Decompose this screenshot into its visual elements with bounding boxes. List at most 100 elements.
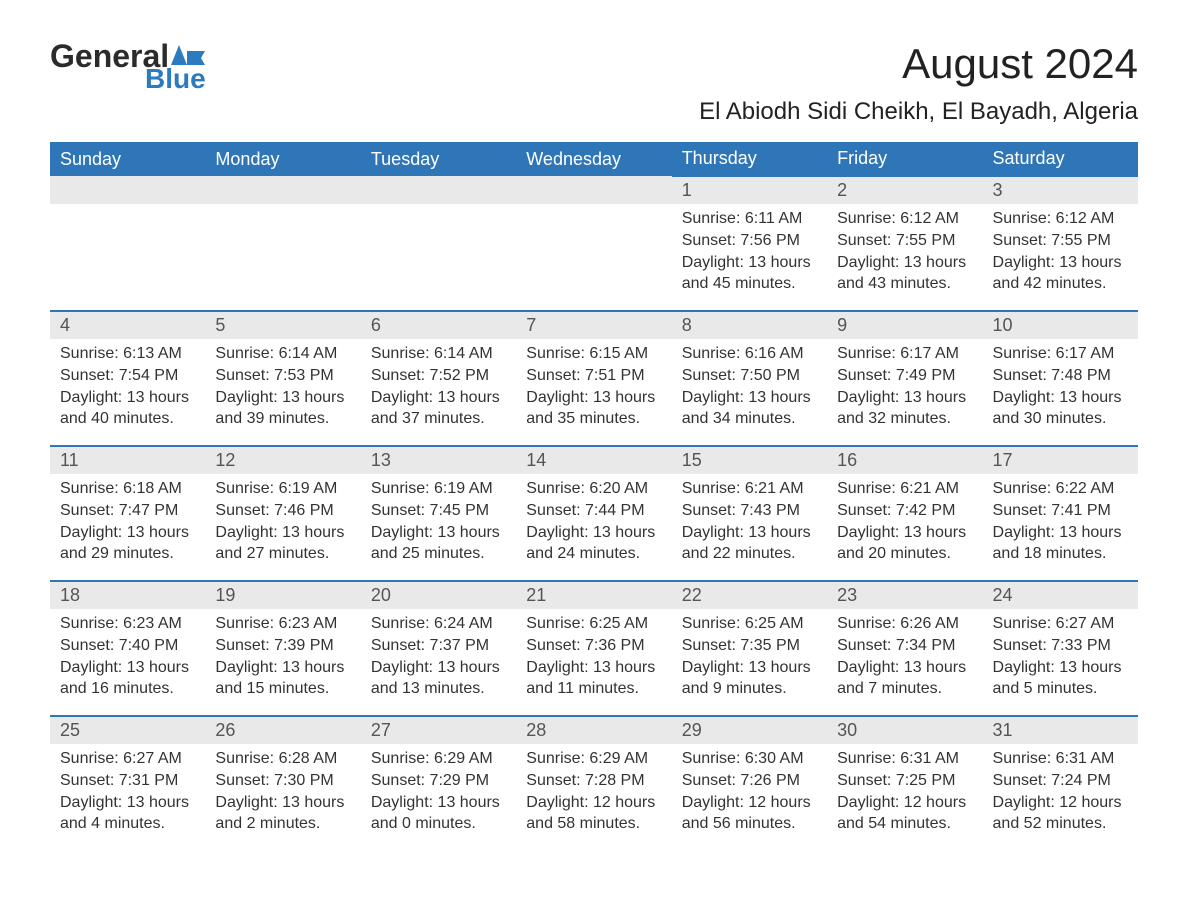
calendar-cell: 11Sunrise: 6:18 AMSunset: 7:47 PMDayligh… xyxy=(50,446,205,581)
calendar-cell xyxy=(516,176,671,311)
day-details: Sunrise: 6:29 AMSunset: 7:29 PMDaylight:… xyxy=(361,744,516,844)
day-number: 28 xyxy=(516,717,671,744)
day-number: 29 xyxy=(672,717,827,744)
weekday-header: Thursday xyxy=(672,142,827,176)
calendar-table: SundayMondayTuesdayWednesdayThursdayFrid… xyxy=(50,142,1138,851)
day-details: Sunrise: 6:30 AMSunset: 7:26 PMDaylight:… xyxy=(672,744,827,844)
day-details: Sunrise: 6:11 AMSunset: 7:56 PMDaylight:… xyxy=(672,204,827,304)
day-details: Sunrise: 6:20 AMSunset: 7:44 PMDaylight:… xyxy=(516,474,671,574)
calendar-cell: 18Sunrise: 6:23 AMSunset: 7:40 PMDayligh… xyxy=(50,581,205,716)
calendar-cell: 12Sunrise: 6:19 AMSunset: 7:46 PMDayligh… xyxy=(205,446,360,581)
day-details: Sunrise: 6:29 AMSunset: 7:28 PMDaylight:… xyxy=(516,744,671,844)
day-number: 6 xyxy=(361,312,516,339)
calendar-cell: 21Sunrise: 6:25 AMSunset: 7:36 PMDayligh… xyxy=(516,581,671,716)
weekday-header: Friday xyxy=(827,142,982,176)
calendar-cell: 10Sunrise: 6:17 AMSunset: 7:48 PMDayligh… xyxy=(983,311,1138,446)
day-details: Sunrise: 6:26 AMSunset: 7:34 PMDaylight:… xyxy=(827,609,982,709)
day-number: 3 xyxy=(983,177,1138,204)
day-details: Sunrise: 6:31 AMSunset: 7:25 PMDaylight:… xyxy=(827,744,982,844)
calendar-cell: 30Sunrise: 6:31 AMSunset: 7:25 PMDayligh… xyxy=(827,716,982,851)
calendar-cell: 19Sunrise: 6:23 AMSunset: 7:39 PMDayligh… xyxy=(205,581,360,716)
day-number: 1 xyxy=(672,177,827,204)
day-number: 7 xyxy=(516,312,671,339)
day-number: 15 xyxy=(672,447,827,474)
calendar-cell: 3Sunrise: 6:12 AMSunset: 7:55 PMDaylight… xyxy=(983,176,1138,311)
day-number: 21 xyxy=(516,582,671,609)
day-details: Sunrise: 6:23 AMSunset: 7:39 PMDaylight:… xyxy=(205,609,360,709)
day-details: Sunrise: 6:25 AMSunset: 7:36 PMDaylight:… xyxy=(516,609,671,709)
calendar-cell: 28Sunrise: 6:29 AMSunset: 7:28 PMDayligh… xyxy=(516,716,671,851)
day-number: 19 xyxy=(205,582,360,609)
day-number: 20 xyxy=(361,582,516,609)
day-details: Sunrise: 6:19 AMSunset: 7:46 PMDaylight:… xyxy=(205,474,360,574)
calendar-cell: 15Sunrise: 6:21 AMSunset: 7:43 PMDayligh… xyxy=(672,446,827,581)
day-details: Sunrise: 6:28 AMSunset: 7:30 PMDaylight:… xyxy=(205,744,360,844)
calendar-cell: 5Sunrise: 6:14 AMSunset: 7:53 PMDaylight… xyxy=(205,311,360,446)
day-details: Sunrise: 6:25 AMSunset: 7:35 PMDaylight:… xyxy=(672,609,827,709)
day-details: Sunrise: 6:27 AMSunset: 7:31 PMDaylight:… xyxy=(50,744,205,844)
calendar-cell: 14Sunrise: 6:20 AMSunset: 7:44 PMDayligh… xyxy=(516,446,671,581)
calendar-cell xyxy=(50,176,205,311)
day-details: Sunrise: 6:19 AMSunset: 7:45 PMDaylight:… xyxy=(361,474,516,574)
day-details: Sunrise: 6:16 AMSunset: 7:50 PMDaylight:… xyxy=(672,339,827,439)
day-details: Sunrise: 6:27 AMSunset: 7:33 PMDaylight:… xyxy=(983,609,1138,709)
calendar-cell: 23Sunrise: 6:26 AMSunset: 7:34 PMDayligh… xyxy=(827,581,982,716)
day-number: 24 xyxy=(983,582,1138,609)
calendar-cell: 27Sunrise: 6:29 AMSunset: 7:29 PMDayligh… xyxy=(361,716,516,851)
calendar-cell: 13Sunrise: 6:19 AMSunset: 7:45 PMDayligh… xyxy=(361,446,516,581)
calendar-cell: 9Sunrise: 6:17 AMSunset: 7:49 PMDaylight… xyxy=(827,311,982,446)
calendar-cell: 4Sunrise: 6:13 AMSunset: 7:54 PMDaylight… xyxy=(50,311,205,446)
logo-word2: Blue xyxy=(145,68,207,90)
day-details: Sunrise: 6:23 AMSunset: 7:40 PMDaylight:… xyxy=(50,609,205,709)
day-details: Sunrise: 6:18 AMSunset: 7:47 PMDaylight:… xyxy=(50,474,205,574)
day-number: 22 xyxy=(672,582,827,609)
calendar-cell: 2Sunrise: 6:12 AMSunset: 7:55 PMDaylight… xyxy=(827,176,982,311)
weekday-header: Sunday xyxy=(50,142,205,176)
day-number: 9 xyxy=(827,312,982,339)
weekday-header: Saturday xyxy=(983,142,1138,176)
day-number: 5 xyxy=(205,312,360,339)
calendar-cell: 31Sunrise: 6:31 AMSunset: 7:24 PMDayligh… xyxy=(983,716,1138,851)
day-details: Sunrise: 6:24 AMSunset: 7:37 PMDaylight:… xyxy=(361,609,516,709)
calendar-cell: 8Sunrise: 6:16 AMSunset: 7:50 PMDaylight… xyxy=(672,311,827,446)
day-number: 12 xyxy=(205,447,360,474)
day-details: Sunrise: 6:12 AMSunset: 7:55 PMDaylight:… xyxy=(827,204,982,304)
day-details: Sunrise: 6:14 AMSunset: 7:52 PMDaylight:… xyxy=(361,339,516,439)
page-title: August 2024 xyxy=(902,40,1138,88)
day-number: 16 xyxy=(827,447,982,474)
calendar-cell xyxy=(205,176,360,311)
weekday-header: Wednesday xyxy=(516,142,671,176)
calendar-cell: 25Sunrise: 6:27 AMSunset: 7:31 PMDayligh… xyxy=(50,716,205,851)
day-number: 14 xyxy=(516,447,671,474)
logo: General Blue xyxy=(50,40,207,90)
day-details: Sunrise: 6:31 AMSunset: 7:24 PMDaylight:… xyxy=(983,744,1138,844)
day-number: 2 xyxy=(827,177,982,204)
calendar-cell: 20Sunrise: 6:24 AMSunset: 7:37 PMDayligh… xyxy=(361,581,516,716)
calendar-cell: 26Sunrise: 6:28 AMSunset: 7:30 PMDayligh… xyxy=(205,716,360,851)
calendar-cell: 24Sunrise: 6:27 AMSunset: 7:33 PMDayligh… xyxy=(983,581,1138,716)
location-subtitle: El Abiodh Sidi Cheikh, El Bayadh, Algeri… xyxy=(50,98,1138,126)
day-details: Sunrise: 6:22 AMSunset: 7:41 PMDaylight:… xyxy=(983,474,1138,574)
calendar-cell: 17Sunrise: 6:22 AMSunset: 7:41 PMDayligh… xyxy=(983,446,1138,581)
day-number: 17 xyxy=(983,447,1138,474)
empty-day xyxy=(205,176,360,204)
empty-day xyxy=(50,176,205,204)
day-number: 18 xyxy=(50,582,205,609)
day-number: 30 xyxy=(827,717,982,744)
day-number: 31 xyxy=(983,717,1138,744)
empty-day xyxy=(361,176,516,204)
day-number: 26 xyxy=(205,717,360,744)
day-number: 23 xyxy=(827,582,982,609)
calendar-cell xyxy=(361,176,516,311)
empty-day xyxy=(516,176,671,204)
day-details: Sunrise: 6:17 AMSunset: 7:48 PMDaylight:… xyxy=(983,339,1138,439)
weekday-header: Monday xyxy=(205,142,360,176)
calendar-cell: 7Sunrise: 6:15 AMSunset: 7:51 PMDaylight… xyxy=(516,311,671,446)
calendar-cell: 16Sunrise: 6:21 AMSunset: 7:42 PMDayligh… xyxy=(827,446,982,581)
calendar-cell: 29Sunrise: 6:30 AMSunset: 7:26 PMDayligh… xyxy=(672,716,827,851)
day-details: Sunrise: 6:17 AMSunset: 7:49 PMDaylight:… xyxy=(827,339,982,439)
day-details: Sunrise: 6:15 AMSunset: 7:51 PMDaylight:… xyxy=(516,339,671,439)
day-number: 10 xyxy=(983,312,1138,339)
day-details: Sunrise: 6:13 AMSunset: 7:54 PMDaylight:… xyxy=(50,339,205,439)
calendar-cell: 1Sunrise: 6:11 AMSunset: 7:56 PMDaylight… xyxy=(672,176,827,311)
